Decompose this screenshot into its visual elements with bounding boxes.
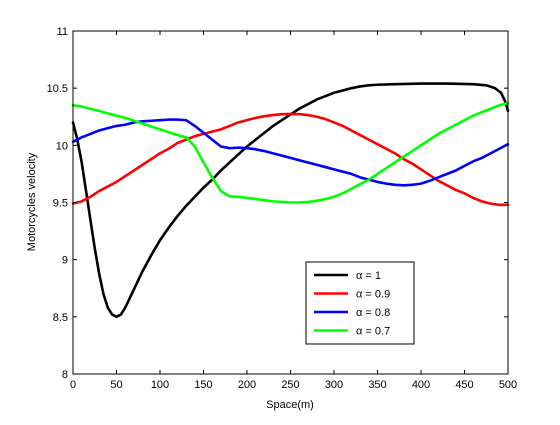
y-tick-label: 9: [62, 255, 68, 267]
legend-label-1: α = 1: [356, 270, 381, 282]
x-axis-label: Space(m): [266, 399, 314, 411]
x-tick-label: 350: [368, 379, 386, 391]
series-line-4: [71, 101, 510, 204]
y-axis-label: Motorcycles velocity: [26, 152, 38, 251]
series-layer: [71, 82, 510, 319]
legend-label-2: α = 0.9: [356, 289, 390, 301]
x-tick-label: 0: [70, 379, 76, 391]
y-tick-label: 10.5: [47, 83, 68, 95]
series-line-1: [71, 82, 510, 319]
x-tick-label: 100: [151, 379, 169, 391]
y-tick-label: 9.5: [53, 198, 68, 210]
series-line-3: [71, 118, 510, 187]
x-tick-label: 450: [455, 379, 473, 391]
y-tick-label: 11: [57, 26, 68, 38]
y-tick-label: 10: [56, 140, 68, 152]
tick-layer: 0 50 100 150 200 250 300 350 400 450 500 8 8.5 9 9.5 10…: [47, 26, 518, 391]
x-tick-label: 150: [194, 379, 212, 391]
legend-label-3: α = 0.8: [356, 307, 390, 319]
y-tick-label: 8.5: [53, 312, 68, 324]
x-tick-label: 500: [499, 379, 517, 391]
x-tick-label: 300: [325, 379, 343, 391]
legend: α = 1 α = 0.9 α = 0.8 α = 0.7: [305, 261, 415, 345]
x-tick-label: 250: [281, 379, 299, 391]
x-tick-label: 200: [238, 379, 256, 391]
x-tick-label: 50: [110, 379, 122, 391]
y-tick-label: 8: [62, 369, 68, 381]
x-tick-label: 400: [412, 379, 430, 391]
legend-label-4: α = 0.7: [356, 326, 390, 338]
